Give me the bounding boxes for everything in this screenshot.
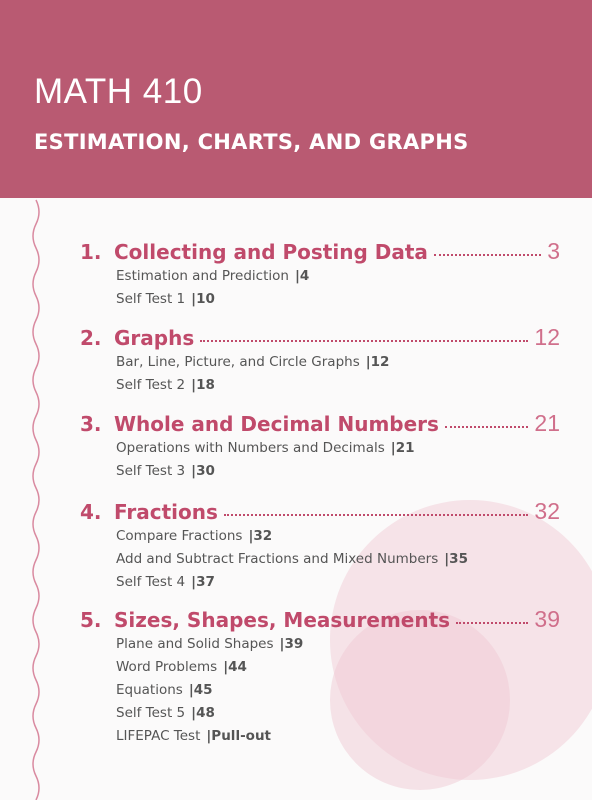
- section-number: 5.: [80, 608, 102, 632]
- subsection-title: Self Test 2: [116, 377, 186, 393]
- subsection-title: Equations: [116, 682, 183, 698]
- subsection-title: Self Test 5: [116, 705, 186, 721]
- subsection: Self Test 1 |10: [116, 291, 215, 307]
- section-page: 3: [547, 238, 560, 264]
- subsection: Estimation and Prediction |4: [116, 268, 309, 284]
- subsection-title: Bar, Line, Picture, and Circle Graphs: [116, 354, 360, 370]
- dot-leader: [433, 254, 542, 256]
- subsection-title: Self Test 3: [116, 463, 186, 479]
- subsection-page: |35: [444, 551, 468, 567]
- section-title: Whole and Decimal Numbers: [114, 412, 439, 436]
- section-heading: 5. Sizes, Shapes, Measurements 39: [80, 606, 560, 633]
- subsection-title: LIFEPAC Test: [116, 728, 201, 744]
- subsection: Compare Fractions |32: [116, 528, 272, 544]
- subsection-title: Operations with Numbers and Decimals: [116, 440, 385, 456]
- section-number: 3.: [80, 412, 102, 436]
- section-title: Fractions: [114, 500, 218, 524]
- section-page: 39: [534, 606, 560, 632]
- section-number: 1.: [80, 240, 102, 264]
- section-heading: 4. Fractions 32: [80, 498, 560, 525]
- dot-leader: [456, 622, 529, 624]
- subsection: Operations with Numbers and Decimals |21: [116, 440, 415, 456]
- section-title: Graphs: [114, 326, 195, 350]
- section-title: Sizes, Shapes, Measurements: [114, 608, 451, 632]
- subsection-page: |44: [223, 659, 247, 675]
- section-page: 12: [534, 324, 560, 350]
- subsection: Plane and Solid Shapes |39: [116, 636, 303, 652]
- section-number: 2.: [80, 326, 102, 350]
- subsection-page: |21: [390, 440, 415, 456]
- subsection: Self Test 4 |37: [116, 574, 215, 590]
- subtitle: ESTIMATION, CHARTS, AND GRAPHS: [34, 130, 469, 154]
- subsection-page: |30: [191, 463, 215, 479]
- subsection-title: Plane and Solid Shapes: [116, 636, 274, 652]
- header: MATH 410 ESTIMATION, CHARTS, AND GRAPHS: [0, 0, 592, 198]
- subsection-page: |39: [279, 636, 304, 652]
- dot-leader: [200, 340, 529, 342]
- subsection-page: |10: [191, 291, 215, 307]
- section-heading: 2. Graphs 12: [80, 324, 560, 351]
- subsection-page: |Pull-out: [206, 728, 272, 744]
- section-page: 21: [534, 410, 560, 436]
- subsection: Word Problems |44: [116, 659, 247, 675]
- subsection: Bar, Line, Picture, and Circle Graphs |12: [116, 354, 389, 370]
- section-heading: 1. Collecting and Posting Data 3: [80, 238, 560, 265]
- subsection: Add and Subtract Fractions and Mixed Num…: [116, 551, 468, 567]
- section-page: 32: [534, 498, 560, 524]
- section-heading: 3. Whole and Decimal Numbers 21: [80, 410, 560, 437]
- title: MATH 410: [34, 72, 203, 111]
- subsection-page: |18: [191, 377, 215, 393]
- subsection: Equations |45: [116, 682, 213, 698]
- subsection: LIFEPAC Test |Pull-out: [116, 728, 271, 744]
- subsection-title: Word Problems: [116, 659, 218, 675]
- subsection-title: Add and Subtract Fractions and Mixed Num…: [116, 551, 439, 567]
- subsection-page: |32: [248, 528, 273, 544]
- subsection: Self Test 3 |30: [116, 463, 215, 479]
- dot-leader: [444, 426, 529, 428]
- dot-leader: [223, 514, 529, 516]
- subsection-title: Self Test 4: [116, 574, 186, 590]
- subsection-title: Estimation and Prediction: [116, 268, 289, 284]
- subsection: Self Test 2 |18: [116, 377, 215, 393]
- subsection-title: Compare Fractions: [116, 528, 243, 544]
- section-title: Collecting and Posting Data: [114, 240, 428, 264]
- subsection-page: |4: [294, 268, 310, 284]
- subsection-title: Self Test 1: [116, 291, 186, 307]
- subsection-page: |48: [191, 705, 215, 721]
- subsection-page: |12: [365, 354, 390, 370]
- subsection: Self Test 5 |48: [116, 705, 215, 721]
- subsection-page: |37: [191, 574, 215, 590]
- subsection-page: |45: [188, 682, 213, 698]
- section-number: 4.: [80, 500, 102, 524]
